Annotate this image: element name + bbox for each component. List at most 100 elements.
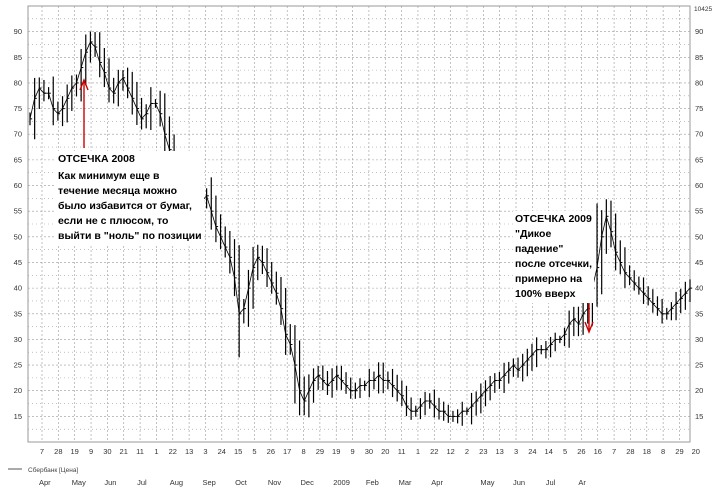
x-tick-day: 21 [120, 447, 128, 456]
x-tick-day: 3 [203, 447, 207, 456]
price-line [29, 41, 691, 417]
x-tick-day: 24 [218, 447, 226, 456]
x-tick-day: 16 [594, 447, 602, 456]
x-tick-day: 20 [381, 447, 389, 456]
annotation-2009-body: "Дикое падение" после отсечки, примерно … [515, 228, 593, 300]
y-tick-label-right: 25 [695, 361, 703, 370]
x-tick-month: Feb [366, 478, 379, 487]
y-tick-label-right: 15 [695, 412, 703, 421]
annotation-2009: ОТСЕЧКА 2009 "Дикое падение" после отсеч… [513, 211, 595, 303]
x-tick-day: 19 [71, 447, 79, 456]
y-tick-label: 80 [14, 78, 22, 87]
x-tick-month: May [72, 478, 86, 487]
x-tick-day: 8 [301, 447, 305, 456]
x-tick-month: Oct [235, 478, 248, 487]
y-tick-label-right: 65 [695, 155, 703, 164]
x-tick-day: 11 [398, 447, 406, 456]
y-tick-label: 25 [14, 361, 22, 370]
x-tick-day: 1 [416, 447, 420, 456]
y-tick-label: 65 [14, 155, 22, 164]
annotation-2008-title: ОТСЕЧКА 2008 [58, 153, 135, 165]
x-tick-day: 18 [643, 447, 651, 456]
x-tick-day: 29 [675, 447, 683, 456]
x-tick-month: Aug [170, 478, 183, 487]
x-tick-day: 7 [612, 447, 616, 456]
y-tick-label-right: 30 [695, 335, 703, 344]
y-tick-label-right: 40 [695, 284, 703, 293]
y-tick-label-right: 80 [695, 78, 703, 87]
annotation-2009-title: ОТСЕЧКА 2009 [515, 213, 592, 225]
y-tick-label: 70 [14, 130, 22, 139]
y-tick-label-right: 35 [695, 309, 703, 318]
x-tick-month: Dec [301, 478, 315, 487]
x-tick-day: 2 [465, 447, 469, 456]
y-tick-label: 40 [14, 284, 22, 293]
arrow-2009-head [584, 321, 594, 334]
x-tick-day: 11 [136, 447, 144, 456]
x-tick-month: Apr [431, 478, 443, 487]
y-tick-label: 75 [14, 104, 22, 113]
x-tick-day: 22 [169, 447, 177, 456]
x-tick-day: 13 [185, 447, 193, 456]
x-tick-day: 1 [154, 447, 158, 456]
x-tick-day: 22 [430, 447, 438, 456]
x-tick-day: 5 [563, 447, 567, 456]
x-tick-month: Ar [578, 478, 586, 487]
x-tick-day: 12 [446, 447, 454, 456]
x-tick-day: 9 [89, 447, 93, 456]
y-tick-label: 60 [14, 181, 22, 190]
x-tick-day: 17 [283, 447, 291, 456]
y-tick-label: 50 [14, 232, 22, 241]
x-tick-month: Jun [104, 478, 116, 487]
x-tick-day: 28 [626, 447, 634, 456]
x-tick-day: 20 [692, 447, 700, 456]
y-tick-label: 30 [14, 335, 22, 344]
annotation-2008-body: Как минимум еще в течение месяца можно б… [58, 170, 202, 242]
y-tick-label-right: 60 [695, 181, 703, 190]
x-tick-day: 5 [252, 447, 256, 456]
y-tick-label: 85 [14, 53, 22, 62]
y-tick-label: 90 [14, 27, 22, 36]
x-tick-day: 15 [234, 447, 242, 456]
x-tick-month: May [480, 478, 494, 487]
x-tick-day: 30 [365, 447, 373, 456]
x-tick-day: 26 [267, 447, 275, 456]
y-tick-label-right: 45 [695, 258, 703, 267]
y-tick-label: 55 [14, 207, 22, 216]
x-tick-day: 7 [40, 447, 44, 456]
annotation-2008: ОТСЕЧКА 2008 Как минимум еще в течение м… [56, 151, 204, 245]
y-tick-label: 45 [14, 258, 22, 267]
y-tick-label: 15 [14, 412, 22, 421]
y-tick-label-right: 85 [695, 53, 703, 62]
x-tick-month: Jul [546, 478, 556, 487]
x-tick-day: 3 [514, 447, 518, 456]
y-tick-label-right: 50 [695, 232, 703, 241]
y-tick-label-right: 70 [695, 130, 703, 139]
y-tick-label-right: 75 [695, 104, 703, 113]
x-tick-day: 9 [350, 447, 354, 456]
x-tick-day: 13 [496, 447, 504, 456]
x-tick-day: 8 [661, 447, 665, 456]
y-tick-label: 20 [14, 386, 22, 395]
arrow-2008-head [79, 78, 89, 91]
y-top-right-label: 10425 [694, 6, 712, 13]
x-tick-month: 2009 [333, 478, 350, 487]
x-tick-day: 29 [316, 447, 324, 456]
x-tick-day: 24 [528, 447, 536, 456]
x-tick-month: Mar [399, 478, 412, 487]
y-tick-label: 35 [14, 309, 22, 318]
x-tick-day: 28 [54, 447, 62, 456]
y-tick-label-right: 20 [695, 386, 703, 395]
x-tick-day: 14 [545, 447, 553, 456]
x-tick-month: Jul [137, 478, 147, 487]
x-tick-month: Apr [39, 478, 51, 487]
x-tick-day: 26 [577, 447, 585, 456]
x-tick-day: 30 [103, 447, 111, 456]
x-tick-month: Nov [268, 478, 282, 487]
x-tick-day: 19 [332, 447, 340, 456]
y-tick-label-right: 90 [695, 27, 703, 36]
x-tick-month: Sep [202, 478, 215, 487]
x-tick-month: Jun [513, 478, 525, 487]
x-tick-day: 23 [479, 447, 487, 456]
